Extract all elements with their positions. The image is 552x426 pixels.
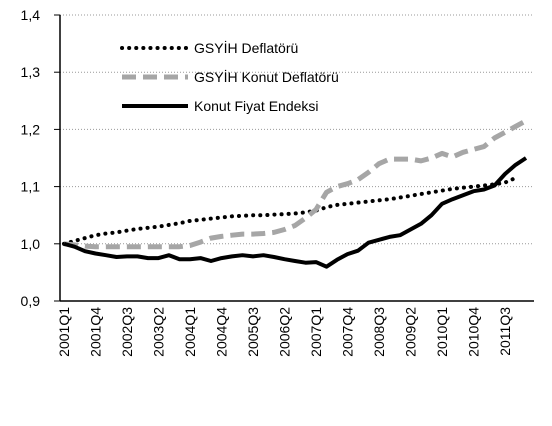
x-tick-label: 2010Q1: [434, 307, 450, 357]
y-tick-label: 1,0: [21, 236, 41, 252]
y-tick-label: 1,2: [21, 121, 41, 137]
y-tick-label: 1,4: [21, 7, 41, 23]
y-tick-label: 0,9: [21, 293, 41, 309]
x-tick-label: 2002Q3: [119, 307, 135, 357]
series-line: [62, 176, 518, 246]
x-tick-label: 2008Q3: [371, 307, 387, 357]
series-line: [63, 118, 528, 250]
x-tick-label: 2009Q2: [403, 307, 419, 357]
x-tick-label: 2007Q4: [340, 307, 356, 357]
x-tick-label: 2011Q3: [497, 307, 513, 356]
x-tick-label: 2004Q1: [182, 307, 198, 357]
y-tick-label: 1,1: [21, 179, 41, 195]
x-tick-label: 2004Q4: [214, 307, 230, 357]
y-tick-label: 1,3: [21, 64, 41, 80]
x-tick-label: 2003Q2: [151, 307, 167, 357]
x-tick-label: 2001Q1: [56, 307, 72, 357]
x-tick-label: 2007Q1: [308, 307, 324, 357]
x-tick-label: 2010Q4: [466, 307, 482, 357]
x-tick-label: 2006Q2: [277, 307, 293, 357]
legend-label: GSYİH Konut Deflatörü: [194, 68, 339, 85]
x-tick-label: 2005Q3: [245, 307, 261, 357]
series-line: [63, 156, 528, 269]
x-tick-label: 2001Q4: [88, 307, 104, 357]
legend-label: GSYİH Deflatörü: [194, 39, 298, 56]
legend-label: Konut Fiyat Endeksi: [194, 98, 319, 114]
